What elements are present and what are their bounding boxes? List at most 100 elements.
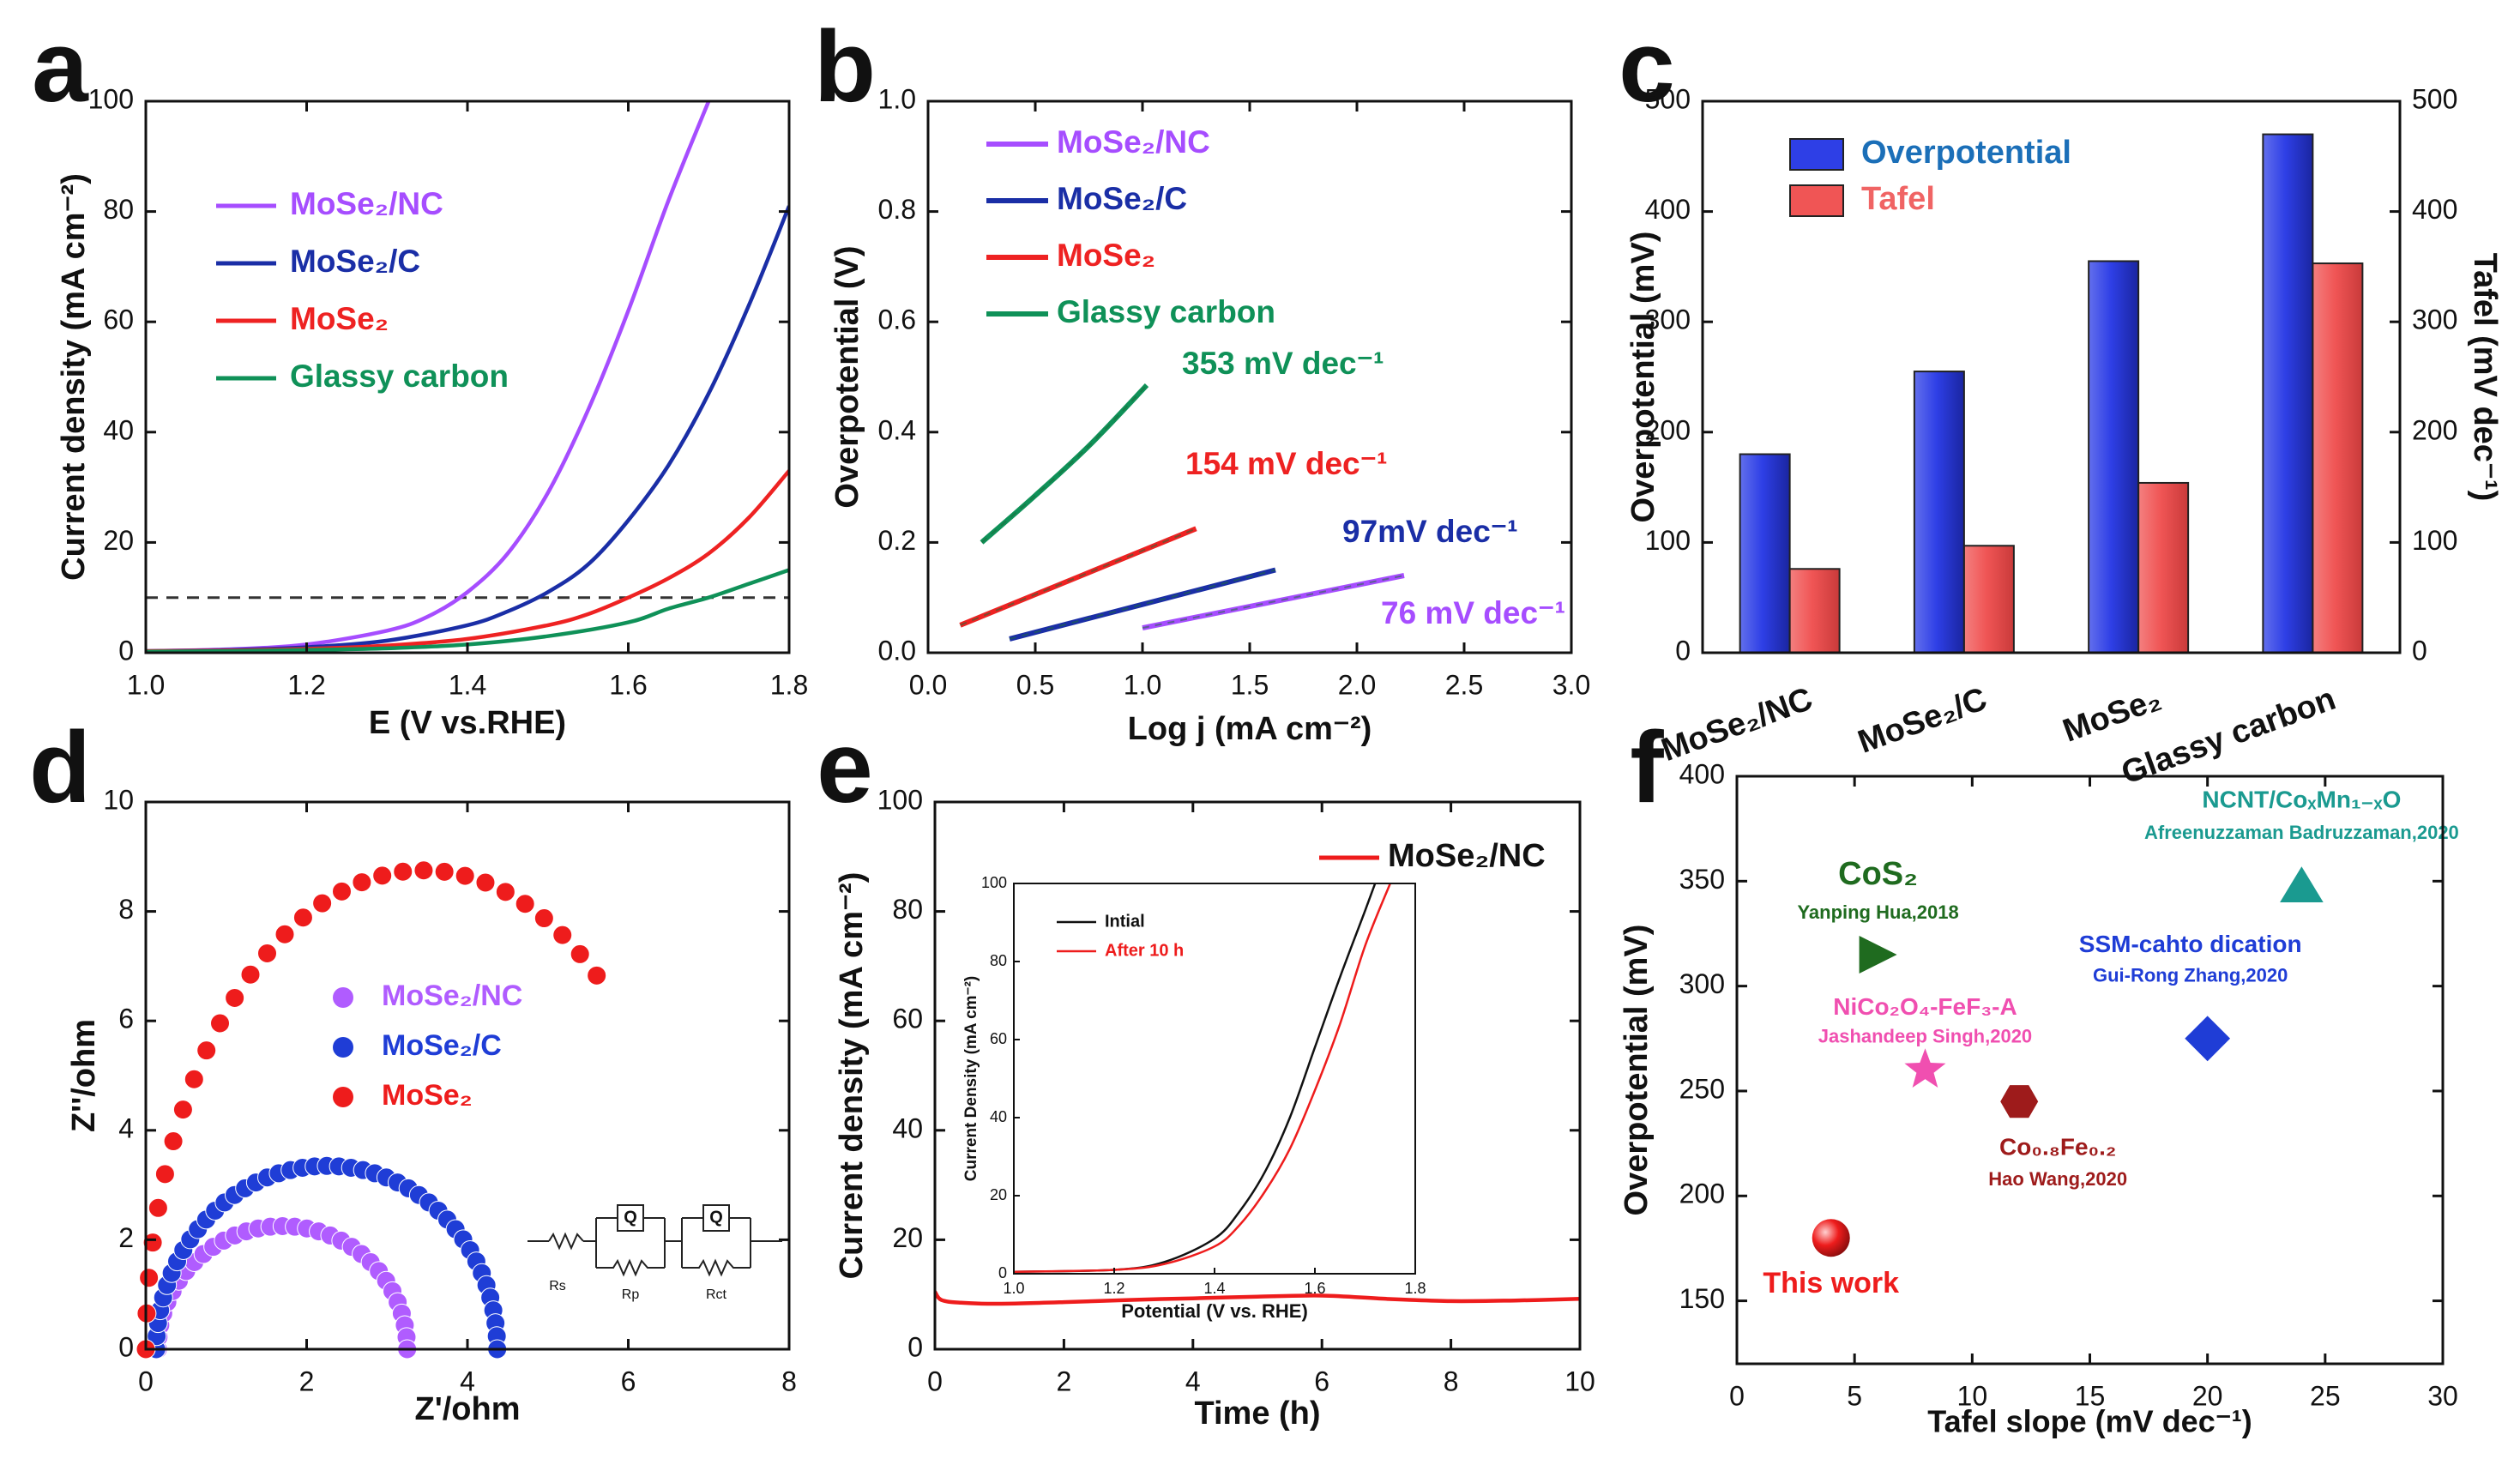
data-point — [139, 1268, 160, 1288]
data-point — [292, 907, 313, 928]
legend-label: MoSe₂/C — [1057, 181, 1187, 216]
plot-frame — [933, 800, 1582, 1351]
legend-label: MoSe₂/NC — [1057, 124, 1210, 160]
data-point — [154, 1164, 175, 1185]
x-tick-label: 0 — [1729, 1380, 1745, 1411]
circuit-label: Rs — [549, 1279, 566, 1293]
data-point — [210, 1013, 231, 1034]
y-tick-label: 2 — [118, 1222, 134, 1253]
inset-y-tick-label: 0 — [998, 1264, 1007, 1281]
point-sublabel: Afreenuzzaman Badruzzaman,2020 — [2144, 822, 2459, 843]
y-tick-label: 10 — [103, 784, 134, 815]
y-tick-label: 0.8 — [878, 194, 916, 225]
legend-marker — [333, 1037, 353, 1058]
resistor — [548, 1232, 584, 1251]
point-label: CoS₂ — [1838, 856, 1918, 892]
x-tick-label: 8 — [1444, 1366, 1459, 1396]
bar — [1913, 371, 1965, 654]
data-point — [515, 894, 535, 914]
y-tick-label: 350 — [1679, 864, 1725, 895]
slope-annotation: 353 mV dec⁻¹ — [1182, 346, 1384, 381]
bar — [2312, 262, 2364, 654]
inset-y-tick-label: 60 — [990, 1030, 1007, 1047]
y-tick-label: 4 — [118, 1112, 134, 1143]
fit-line-dashed — [960, 528, 1197, 626]
panel-letter: e — [817, 711, 873, 824]
fit-line-dashed — [1009, 569, 1276, 640]
fit-line — [980, 383, 1149, 545]
category-label: MoSe₂ — [2059, 681, 2166, 750]
data-point — [455, 865, 475, 886]
x-tick-label: 5 — [1847, 1380, 1862, 1411]
data-point — [148, 1197, 168, 1218]
y-tick-label: 300 — [1645, 304, 1691, 335]
legend-marker — [333, 1087, 353, 1107]
point-label: This work — [1763, 1267, 1899, 1299]
inset-chart: 1.0 1.2 1.4 1.6 1.8 0 20 40 60 80 100 Potential (V … — [962, 874, 1426, 1322]
y-tick-label: 200 — [1645, 414, 1691, 445]
inset-x-tick-label: 1.8 — [1404, 1280, 1426, 1297]
point-label: Co₀.₈Fe₀.₂ — [1999, 1134, 2116, 1161]
data-point — [240, 964, 261, 985]
series-line — [933, 1290, 1581, 1306]
y-tick-label: 100 — [88, 83, 134, 114]
inset-legend-label: Intial — [1105, 912, 1145, 931]
slope-annotation: 154 mV dec⁻¹ — [1185, 446, 1387, 481]
x-axis-label: Log j (mA cm⁻²) — [1128, 711, 1372, 747]
y-tick-label: 80 — [892, 894, 923, 925]
x-tick-label: 2.5 — [1445, 669, 1483, 700]
legend-marker — [333, 987, 353, 1008]
y-axis-label: Current density (mA cm⁻²) — [834, 872, 870, 1280]
panel-d: d 0 2 4 6 8 0 2 4 6 8 10 Z'/ohm Z''/ohm MoSe₂/NC MoSe₂/… — [29, 711, 797, 1427]
point-sublabel: Gui-Rong Zhang,2020 — [2093, 965, 2288, 986]
x-tick-label: 0.0 — [909, 669, 947, 700]
legend-label: MoSe₂ — [290, 301, 389, 336]
legend-label: MoSe₂/C — [382, 1029, 502, 1062]
x-tick-label: 3.0 — [1552, 669, 1590, 700]
bar — [2262, 133, 2314, 654]
inset-x-axis-label: Potential (V vs. RHE) — [1121, 1300, 1308, 1322]
data-point — [2000, 1085, 2039, 1118]
y-tick-label: 40 — [103, 414, 134, 445]
y-tick-label: 1.0 — [878, 83, 916, 114]
x-tick-label: 10 — [1957, 1380, 1988, 1411]
data-point — [172, 1100, 193, 1120]
slope-annotation: 76 mV dec⁻¹ — [1381, 595, 1565, 630]
x-axis-label: Z'/ohm — [414, 1391, 520, 1427]
data-point — [196, 1040, 217, 1061]
panel-b: b 353 mV dec⁻¹ 154 mV dec⁻¹ 97mV dec⁻¹ 76 mV… — [814, 10, 1590, 747]
data-point — [372, 865, 393, 886]
circuit-label: Q — [709, 1208, 723, 1227]
x-tick-label: 1.4 — [449, 669, 486, 700]
fit-line — [959, 526, 1197, 628]
category-label: MoSe₂/C — [1854, 681, 1992, 761]
data-point — [552, 925, 573, 945]
legend-label: Overpotential — [1861, 135, 2071, 171]
y-tick-label: 8 — [118, 894, 134, 925]
y-tick-label: 0.0 — [878, 635, 916, 666]
x-tick-label: 20 — [2192, 1380, 2223, 1411]
data-point — [2185, 1016, 2231, 1062]
data-point — [495, 882, 515, 902]
y-tick-label: 60 — [892, 1004, 923, 1034]
slope-annotation: 97mV dec⁻¹ — [1342, 514, 1518, 549]
data-point — [1812, 1219, 1850, 1257]
point-label: NiCo₂O₄-FeF₃-A — [1833, 993, 2017, 1020]
inset-y-axis-label: Current Density (mA cm⁻²) — [962, 976, 980, 1181]
legend-label: MoSe₂ — [382, 1079, 473, 1112]
fit-line-dashed — [1142, 575, 1405, 630]
x-tick-label: 2 — [299, 1366, 315, 1396]
y-tick-label: 0.4 — [878, 414, 916, 445]
y2-tick-label: 400 — [2412, 194, 2457, 225]
y-tick-label: 200 — [1679, 1179, 1725, 1209]
point-sublabel: Yanping Hua,2018 — [1797, 901, 1958, 923]
x-tick-label: 0 — [138, 1366, 154, 1396]
y-tick-label: 150 — [1679, 1283, 1725, 1314]
y-tick-label: 6 — [118, 1004, 134, 1034]
data-point — [184, 1069, 204, 1089]
resistor — [596, 1258, 665, 1277]
y2-tick-label: 200 — [2412, 414, 2457, 445]
y-tick-label: 0.2 — [878, 525, 916, 556]
legend-label: Glassy carbon — [290, 359, 509, 394]
fit-line-dashed — [980, 384, 1148, 544]
